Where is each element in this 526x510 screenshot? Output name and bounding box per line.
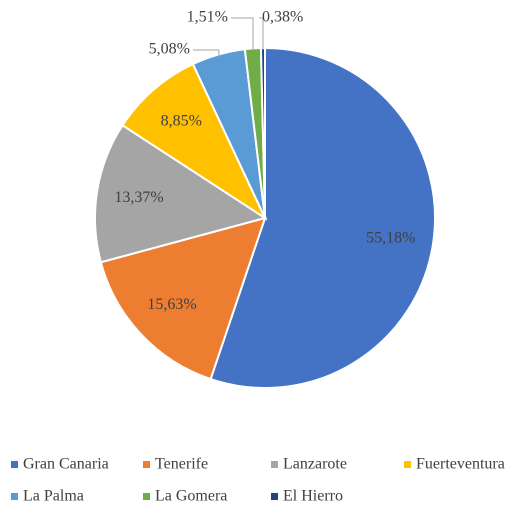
data-label: 1,51%	[187, 9, 228, 26]
legend-label: Gran Canaria	[23, 456, 109, 473]
legend-label: Lanzarote	[283, 456, 347, 473]
data-label: 55,18%	[366, 229, 415, 246]
legend-swatch	[11, 461, 18, 468]
legend-swatch	[11, 493, 18, 500]
legend-label: El Hierro	[283, 488, 343, 505]
data-label: 0,38%	[262, 9, 303, 26]
legend-label: Tenerife	[155, 456, 208, 473]
data-label: 15,63%	[147, 296, 196, 313]
legend-swatch	[404, 461, 411, 468]
leader-line	[259, 17, 264, 51]
pie-slice	[99, 216, 267, 381]
legend-label: La Palma	[23, 488, 84, 505]
pie-slice	[121, 62, 268, 221]
data-label: 13,37%	[114, 189, 163, 206]
legend-swatch	[143, 493, 150, 500]
legend-swatch	[271, 493, 278, 500]
legend-label: Fuerteventura	[416, 456, 505, 473]
legend-swatch	[271, 461, 278, 468]
data-label: 8,85%	[161, 112, 202, 129]
legend-swatch	[143, 461, 150, 468]
legend-label: La Gomera	[155, 488, 227, 505]
data-label: 5,08%	[149, 41, 190, 58]
leader-line	[231, 17, 254, 51]
leader-line	[193, 49, 220, 57]
pie-slice	[209, 46, 436, 389]
pie-slice	[94, 123, 268, 264]
